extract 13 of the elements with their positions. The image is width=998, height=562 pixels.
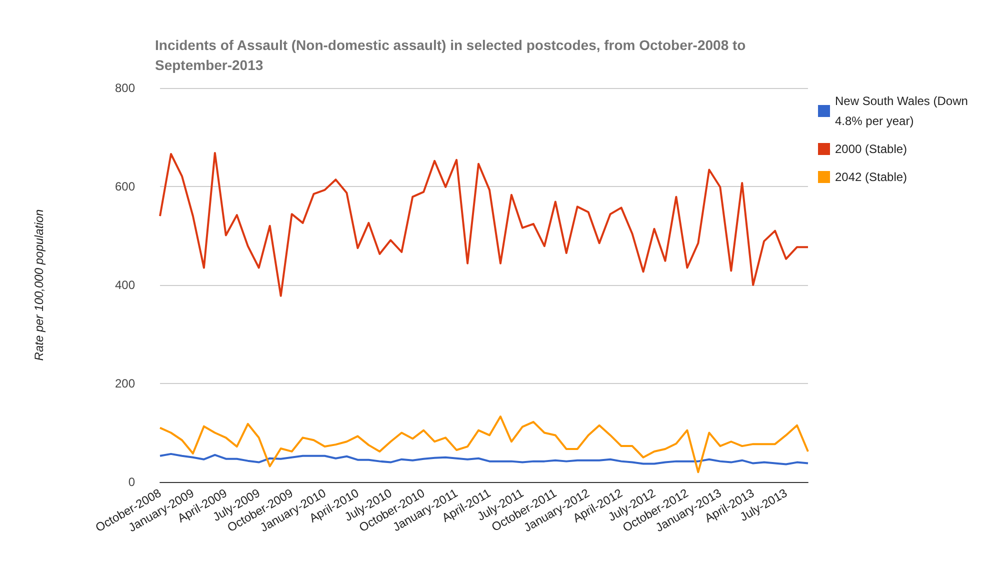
line-series [159, 416, 809, 474]
y-tick-label: 0 [128, 475, 136, 489]
legend-label: New South Wales (Down 4.8% per year) [835, 94, 972, 128]
y-tick-label: 200 [114, 376, 136, 390]
line-series [159, 152, 809, 297]
y-axis-title: Rate per 100,000 population [32, 208, 46, 361]
chart-title: Incidents of Assault (Non-domestic assault) in selected postcodes, from October-2008 to September-2013 [155, 37, 750, 73]
line-series [159, 452, 809, 466]
legend-label: 2000 (Stable) [835, 142, 908, 156]
y-tick-label: 400 [114, 278, 136, 292]
y-tick-label: 600 [114, 180, 136, 194]
legend-label: 2042 (Stable) [835, 170, 908, 184]
y-tick-label: 800 [114, 81, 136, 95]
